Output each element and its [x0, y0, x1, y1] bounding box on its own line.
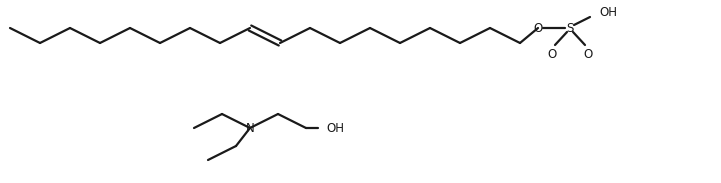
Text: O: O: [547, 48, 557, 61]
Text: O: O: [534, 21, 543, 35]
Text: OH: OH: [599, 7, 617, 20]
Text: N: N: [246, 122, 255, 135]
Text: O: O: [583, 48, 593, 61]
Text: S: S: [566, 21, 574, 35]
Text: OH: OH: [326, 122, 344, 135]
